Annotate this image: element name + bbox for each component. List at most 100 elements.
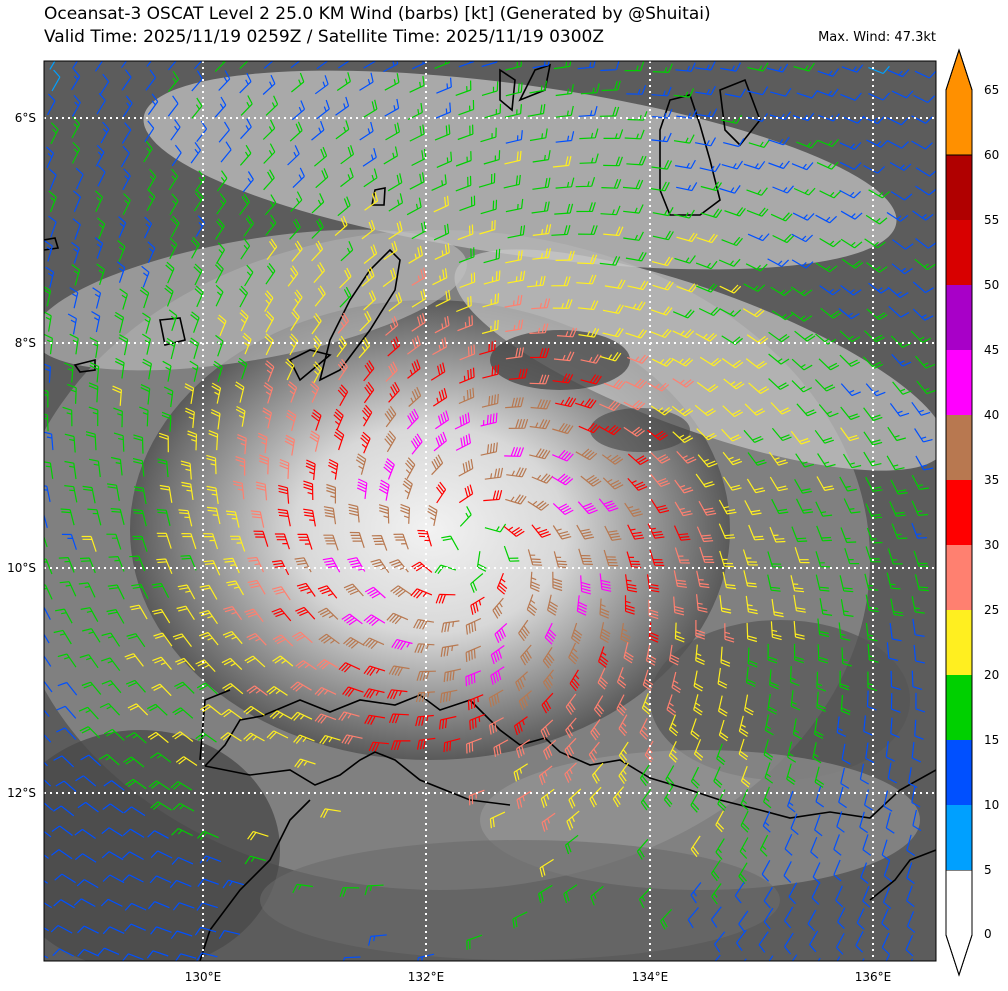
wind-barb bbox=[343, 636, 365, 649]
wind-barb bbox=[865, 383, 886, 397]
wind-barb bbox=[99, 702, 121, 716]
wind-barb bbox=[56, 727, 77, 740]
wind-barb bbox=[80, 607, 99, 622]
wind-barb bbox=[693, 694, 703, 716]
wind-barb bbox=[627, 524, 645, 540]
wind-barb bbox=[44, 535, 48, 548]
wind-barb bbox=[81, 535, 97, 552]
wind-barb bbox=[770, 87, 792, 97]
wind-barb bbox=[720, 646, 731, 667]
wind-barb bbox=[600, 61, 620, 72]
wind-barb bbox=[431, 454, 444, 476]
wind-barb bbox=[96, 92, 106, 115]
wind-barb bbox=[218, 70, 231, 91]
wind-barb bbox=[721, 236, 743, 247]
wind-barb bbox=[601, 454, 624, 465]
wind-barb bbox=[527, 549, 543, 566]
wind-barb bbox=[839, 670, 850, 691]
wind-barb bbox=[265, 214, 277, 236]
wind-barb bbox=[767, 574, 781, 592]
wind-barb bbox=[168, 309, 178, 331]
wind-barb bbox=[118, 216, 127, 238]
wind-barb bbox=[588, 741, 600, 763]
wind-barb bbox=[494, 622, 508, 644]
colorbar-tick-label: 60 bbox=[984, 148, 999, 162]
wind-barb bbox=[722, 451, 743, 466]
wind-barb bbox=[169, 193, 179, 216]
wind-barb bbox=[668, 741, 678, 763]
wind-barb bbox=[435, 289, 451, 307]
colorbar-tick-label: 30 bbox=[984, 538, 999, 552]
wind-barb bbox=[815, 551, 831, 568]
wind-barb bbox=[89, 337, 99, 358]
wind-barb bbox=[743, 958, 747, 961]
wind-barb bbox=[911, 474, 929, 490]
wind-barb bbox=[95, 144, 105, 167]
wind-barb bbox=[589, 786, 602, 808]
wind-barb bbox=[143, 140, 153, 163]
wind-barb bbox=[721, 160, 743, 170]
wind-barb bbox=[50, 924, 73, 934]
wind-barb bbox=[246, 632, 267, 646]
wind-barb bbox=[693, 670, 704, 692]
wind-barb bbox=[791, 954, 798, 961]
wind-barb bbox=[250, 510, 265, 528]
wind-barb bbox=[264, 194, 277, 216]
wind-barb bbox=[292, 289, 303, 311]
wind-barb bbox=[886, 117, 909, 126]
wind-barb bbox=[911, 596, 925, 614]
wind-barb bbox=[170, 781, 193, 791]
wind-barb bbox=[400, 503, 411, 524]
wind-barb bbox=[177, 584, 196, 600]
wind-barb bbox=[50, 122, 59, 145]
wind-barb bbox=[716, 743, 726, 766]
wind-barb bbox=[362, 99, 378, 119]
wind-barb bbox=[64, 362, 74, 383]
wind-barb bbox=[389, 559, 409, 573]
wind-barb bbox=[599, 424, 622, 436]
wind-barb bbox=[840, 406, 860, 421]
wind-barb bbox=[176, 605, 195, 621]
wind-barb bbox=[618, 741, 629, 764]
wind-barb bbox=[311, 240, 324, 262]
wind-barb bbox=[817, 88, 839, 97]
wind-barb bbox=[384, 73, 400, 91]
wind-barb bbox=[529, 374, 550, 385]
wind-barb bbox=[118, 334, 129, 356]
wind-barb bbox=[225, 510, 240, 528]
wind-barb bbox=[599, 598, 610, 619]
wind-barb bbox=[603, 379, 626, 390]
wind-barb bbox=[466, 934, 483, 950]
wind-barb bbox=[432, 388, 448, 407]
wind-barb bbox=[75, 167, 84, 190]
wind-barb bbox=[441, 620, 460, 633]
wind-barb bbox=[272, 634, 294, 647]
wind-barb bbox=[883, 790, 893, 812]
wind-barb bbox=[724, 623, 735, 643]
wind-barb bbox=[747, 62, 769, 72]
wind-barb bbox=[387, 173, 403, 192]
wind-barb bbox=[480, 442, 498, 456]
wind-barb bbox=[814, 429, 834, 444]
wind-barb bbox=[840, 92, 862, 101]
wind-barb bbox=[206, 454, 217, 475]
wind-barb bbox=[747, 647, 758, 668]
wind-barb bbox=[243, 215, 254, 237]
wind-barb bbox=[569, 669, 580, 692]
wind-barb bbox=[742, 308, 765, 318]
wind-barb bbox=[862, 116, 885, 125]
wind-barb bbox=[122, 95, 133, 118]
wind-barb bbox=[319, 735, 341, 745]
wind-barb bbox=[310, 381, 320, 403]
wind-barb bbox=[598, 646, 609, 668]
wind-barb bbox=[915, 455, 934, 471]
wind-barb bbox=[72, 218, 81, 240]
graticule bbox=[44, 61, 936, 961]
wind-barb bbox=[435, 102, 452, 119]
wind-barb bbox=[100, 121, 110, 144]
wind-barb bbox=[132, 535, 148, 552]
wind-barb bbox=[411, 289, 427, 308]
wind-barb bbox=[552, 373, 574, 384]
wind-barb bbox=[892, 239, 914, 250]
wind-barb bbox=[181, 533, 197, 550]
